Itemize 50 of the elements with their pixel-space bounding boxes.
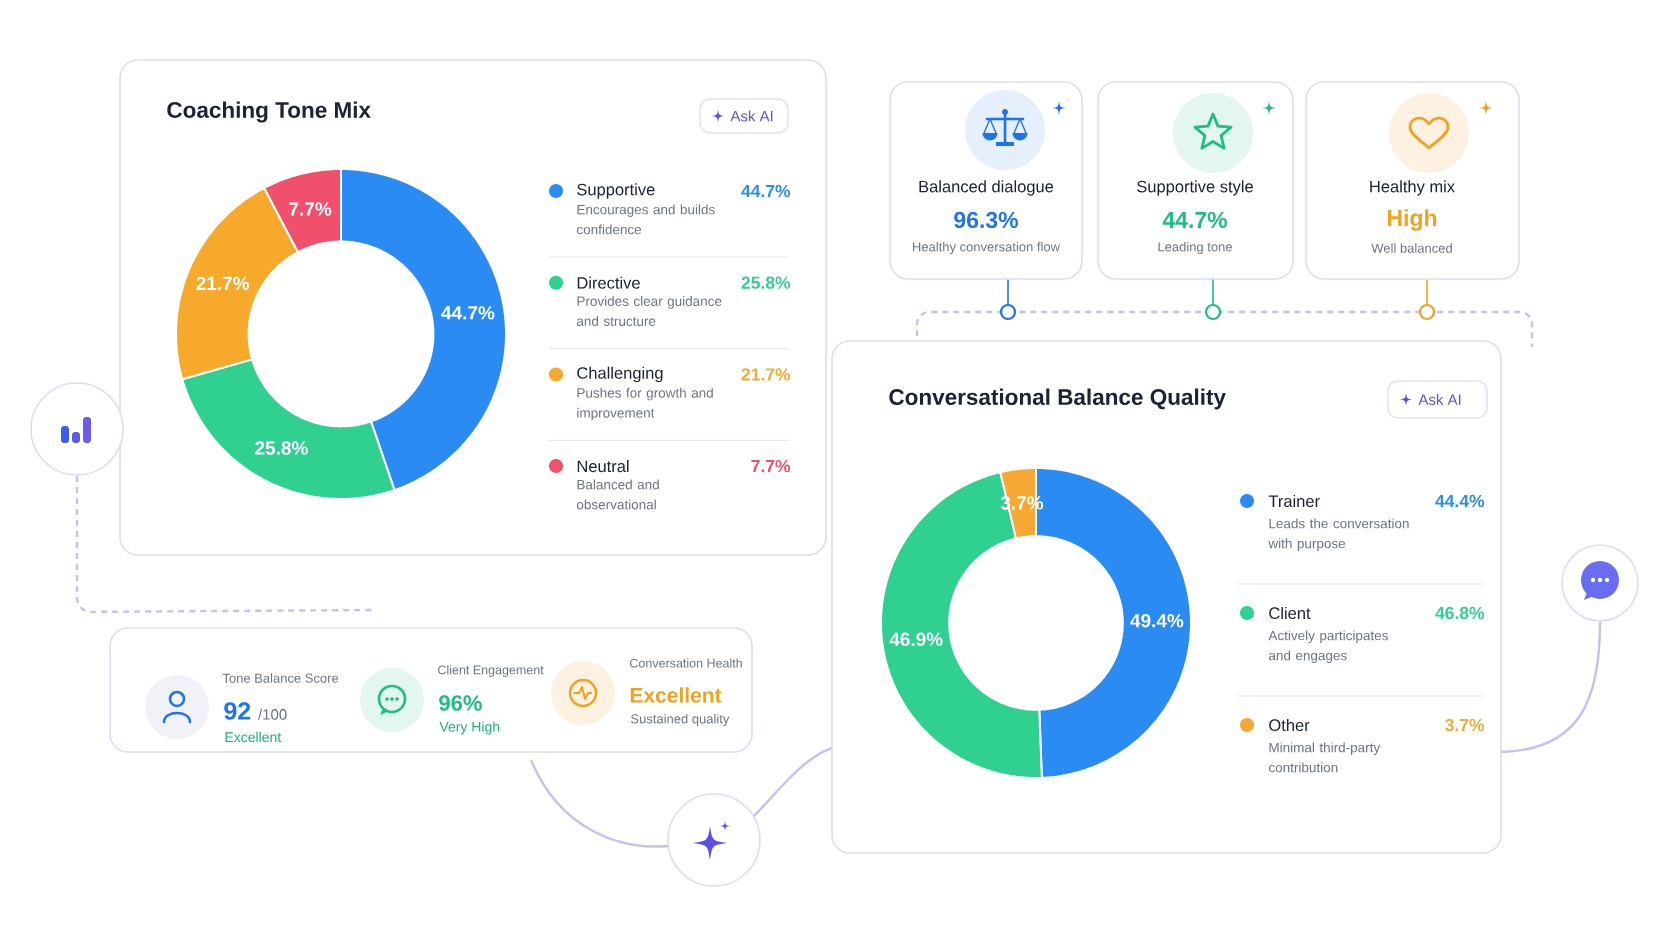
text: 44.7% [741, 184, 791, 198]
text: Very High [439, 721, 500, 735]
text: Actively participates and engages [1268, 630, 1388, 663]
legend-label: Other [1269, 718, 1310, 732]
text: Leading tone [1158, 241, 1232, 255]
data-label: 44.7% [441, 306, 495, 320]
legend-label: Supportive [577, 183, 655, 199]
legend-label: Neutral [577, 460, 629, 473]
text: Minimal third-party contribution [1268, 742, 1381, 773]
text: /100 [258, 708, 287, 720]
text: 44.7% [1162, 211, 1227, 229]
text: 3.7% [1445, 718, 1485, 732]
text: 92 [224, 702, 251, 720]
text: Healthy mix [1370, 180, 1455, 196]
text: 44.4% [1435, 494, 1485, 508]
text: Leads the conversation with purpose [1268, 518, 1409, 551]
data-label: 25.8% [255, 441, 308, 455]
data-label: 46.9% [889, 632, 943, 646]
text: Balanced and observational [576, 479, 659, 510]
text: Healthy conversation flow [913, 241, 1061, 255]
text: Pushes for growth and improvement [577, 387, 713, 421]
text: 96% [439, 695, 482, 711]
text: Ask AI [1418, 393, 1461, 405]
text: 7.7% [751, 459, 791, 473]
legend-label: Challenging [577, 366, 663, 383]
text: High [1387, 209, 1437, 231]
text: Excellent [225, 731, 282, 743]
legend-label: Directive [577, 276, 640, 289]
text: Supportive style [1137, 180, 1253, 196]
text: Ask AI [730, 110, 773, 122]
text: Provides clear guidance and structure [576, 296, 722, 326]
data-label: 49.4% [1130, 613, 1184, 628]
legend-label: Client [1269, 606, 1311, 620]
text: 96.3% [954, 211, 1018, 229]
text: Excellent [630, 687, 722, 703]
text: Encourages and builds confidence [576, 204, 715, 235]
chart-title: Coaching Tone Mix [167, 101, 371, 123]
data-label: 21.7% [196, 276, 250, 291]
text: Well balanced [1371, 243, 1452, 253]
text: Sustained quality [631, 713, 730, 727]
text: Tone Balance Score [222, 673, 339, 683]
text: 21.7% [741, 368, 791, 381]
text: Client Engagement [438, 665, 544, 677]
text: Balanced dialogue [919, 180, 1054, 196]
text: Conversation Health [630, 658, 742, 668]
legend-label: Trainer [1268, 494, 1320, 508]
text: 25.8% [741, 276, 791, 289]
chart-title: Conversational Balance Quality [889, 388, 1226, 410]
text: 46.8% [1435, 606, 1485, 620]
data-label: 7.7% [289, 202, 332, 216]
